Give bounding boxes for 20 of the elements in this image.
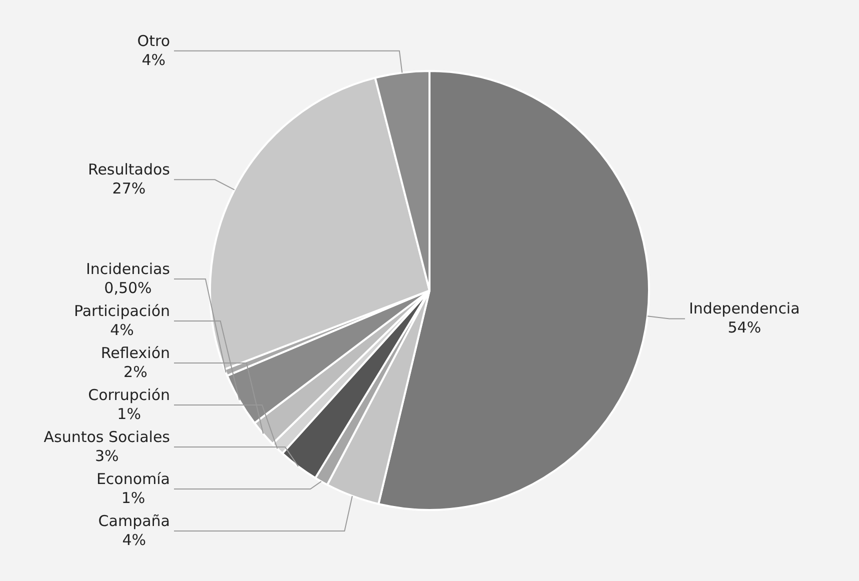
slice-label: Campaña xyxy=(98,512,170,530)
slice-label: Otro xyxy=(137,32,170,50)
data-label: 4% xyxy=(122,530,146,549)
data-label: 2% xyxy=(124,362,148,381)
data-label: 3% xyxy=(94,446,119,465)
slice-label: Asuntos Sociales xyxy=(44,428,170,446)
slice-label: Reflexión xyxy=(100,344,170,362)
data-label: 54% xyxy=(728,318,762,337)
slice-label: Incidencias xyxy=(86,260,170,278)
data-label: 4% xyxy=(110,320,134,339)
slice-label: Participación xyxy=(74,302,170,320)
slice-label: Independencia xyxy=(688,300,800,318)
data-label: 1% xyxy=(121,488,146,507)
data-label: 0,50% xyxy=(104,278,152,297)
data-label: 27% xyxy=(112,180,146,198)
data-label: 1% xyxy=(117,404,141,423)
slice-label: Economía xyxy=(96,470,170,488)
slice-label: Resultados xyxy=(88,160,170,179)
data-label: 4% xyxy=(142,50,166,69)
slice-label: Corrupción xyxy=(88,386,170,404)
